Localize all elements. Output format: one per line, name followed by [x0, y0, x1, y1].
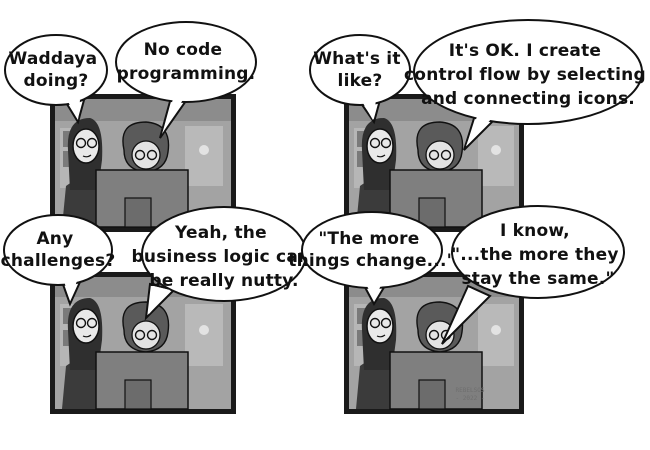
speech-bubble-panel-2-right: It's OK. I create control flow by select… — [404, 19, 650, 151]
panel-3-monitor — [95, 351, 189, 410]
bubble-line: doing? — [23, 71, 88, 91]
bubble-line: like? — [338, 71, 383, 91]
bubble-line: be really nutty. — [149, 271, 298, 291]
bubble-line: and connecting icons. — [421, 89, 635, 109]
speech-bubble-panel-1-right: No code programming. — [115, 21, 257, 139]
speech-bubble-panel-2-left: What's it like? — [309, 34, 411, 125]
panel-4-monitor — [389, 351, 483, 410]
bubble-line: What's it — [313, 49, 400, 69]
panel-1 — [50, 94, 236, 232]
bubble-line: control flow by selecting — [404, 65, 646, 85]
bubble-line: It's OK. I create — [449, 41, 601, 61]
bubble-line: stay the same." — [461, 269, 614, 289]
bubble-line: I know, — [500, 221, 570, 241]
bubble-line: "...the more they — [451, 245, 618, 265]
panel-3-woman-figure — [62, 298, 104, 409]
bubble-line: Yeah, the — [174, 223, 267, 243]
bubble-line: things change..." — [288, 251, 455, 271]
panel-1-man-figure — [122, 121, 170, 173]
bubble-text-panel-2-left: What's it like? — [313, 49, 407, 91]
panel-4-woman-figure — [356, 298, 398, 409]
bubble-text-panel-4-right: I know, "...the more they stay the same.… — [451, 221, 625, 289]
bubble-text-panel-3-right: Yeah, the business logic can be really n… — [132, 223, 317, 291]
artist-signature: REBELSOS - 2022 - — [456, 387, 485, 402]
speech-bubble-panel-3-left: Any challenges? — [1, 214, 116, 307]
speech-bubble-panel-1-left: Waddaya doing? — [4, 34, 108, 125]
bubble-line: Any — [36, 229, 73, 249]
speech-bubble-panel-3-right: Yeah, the business logic can be really n… — [132, 206, 317, 321]
bubble-line: No code — [144, 40, 223, 60]
bubble-line: business logic can — [132, 247, 311, 267]
signature-name: REBELSOS — [456, 387, 485, 394]
bubble-text-panel-1-left: Waddaya doing? — [9, 49, 104, 91]
bubble-text-panel-4-left: "The more things change..." — [288, 229, 455, 271]
signature-year: - 2022 - — [456, 395, 485, 402]
bubble-text-panel-3-left: Any challenges? — [1, 229, 116, 271]
bubble-text-panel-1-right: No code programming. — [117, 40, 256, 84]
bubble-line: programming. — [117, 64, 256, 84]
bubble-text-panel-2-right: It's OK. I create control flow by select… — [404, 41, 650, 109]
bubble-line: Waddaya — [9, 49, 98, 69]
bubble-line: challenges? — [1, 251, 116, 271]
panel-2-man-figure — [416, 121, 464, 173]
speech-bubble-panel-4-right: I know, "...the more they stay the same.… — [441, 205, 625, 345]
panel-1-woman-figure — [62, 118, 104, 227]
speech-bubble-panel-4-left: "The more things change..." — [288, 211, 456, 307]
panel-4-man-figure — [416, 301, 464, 353]
bubble-line: "The more — [318, 229, 419, 249]
panel-3-man-figure — [122, 301, 170, 353]
